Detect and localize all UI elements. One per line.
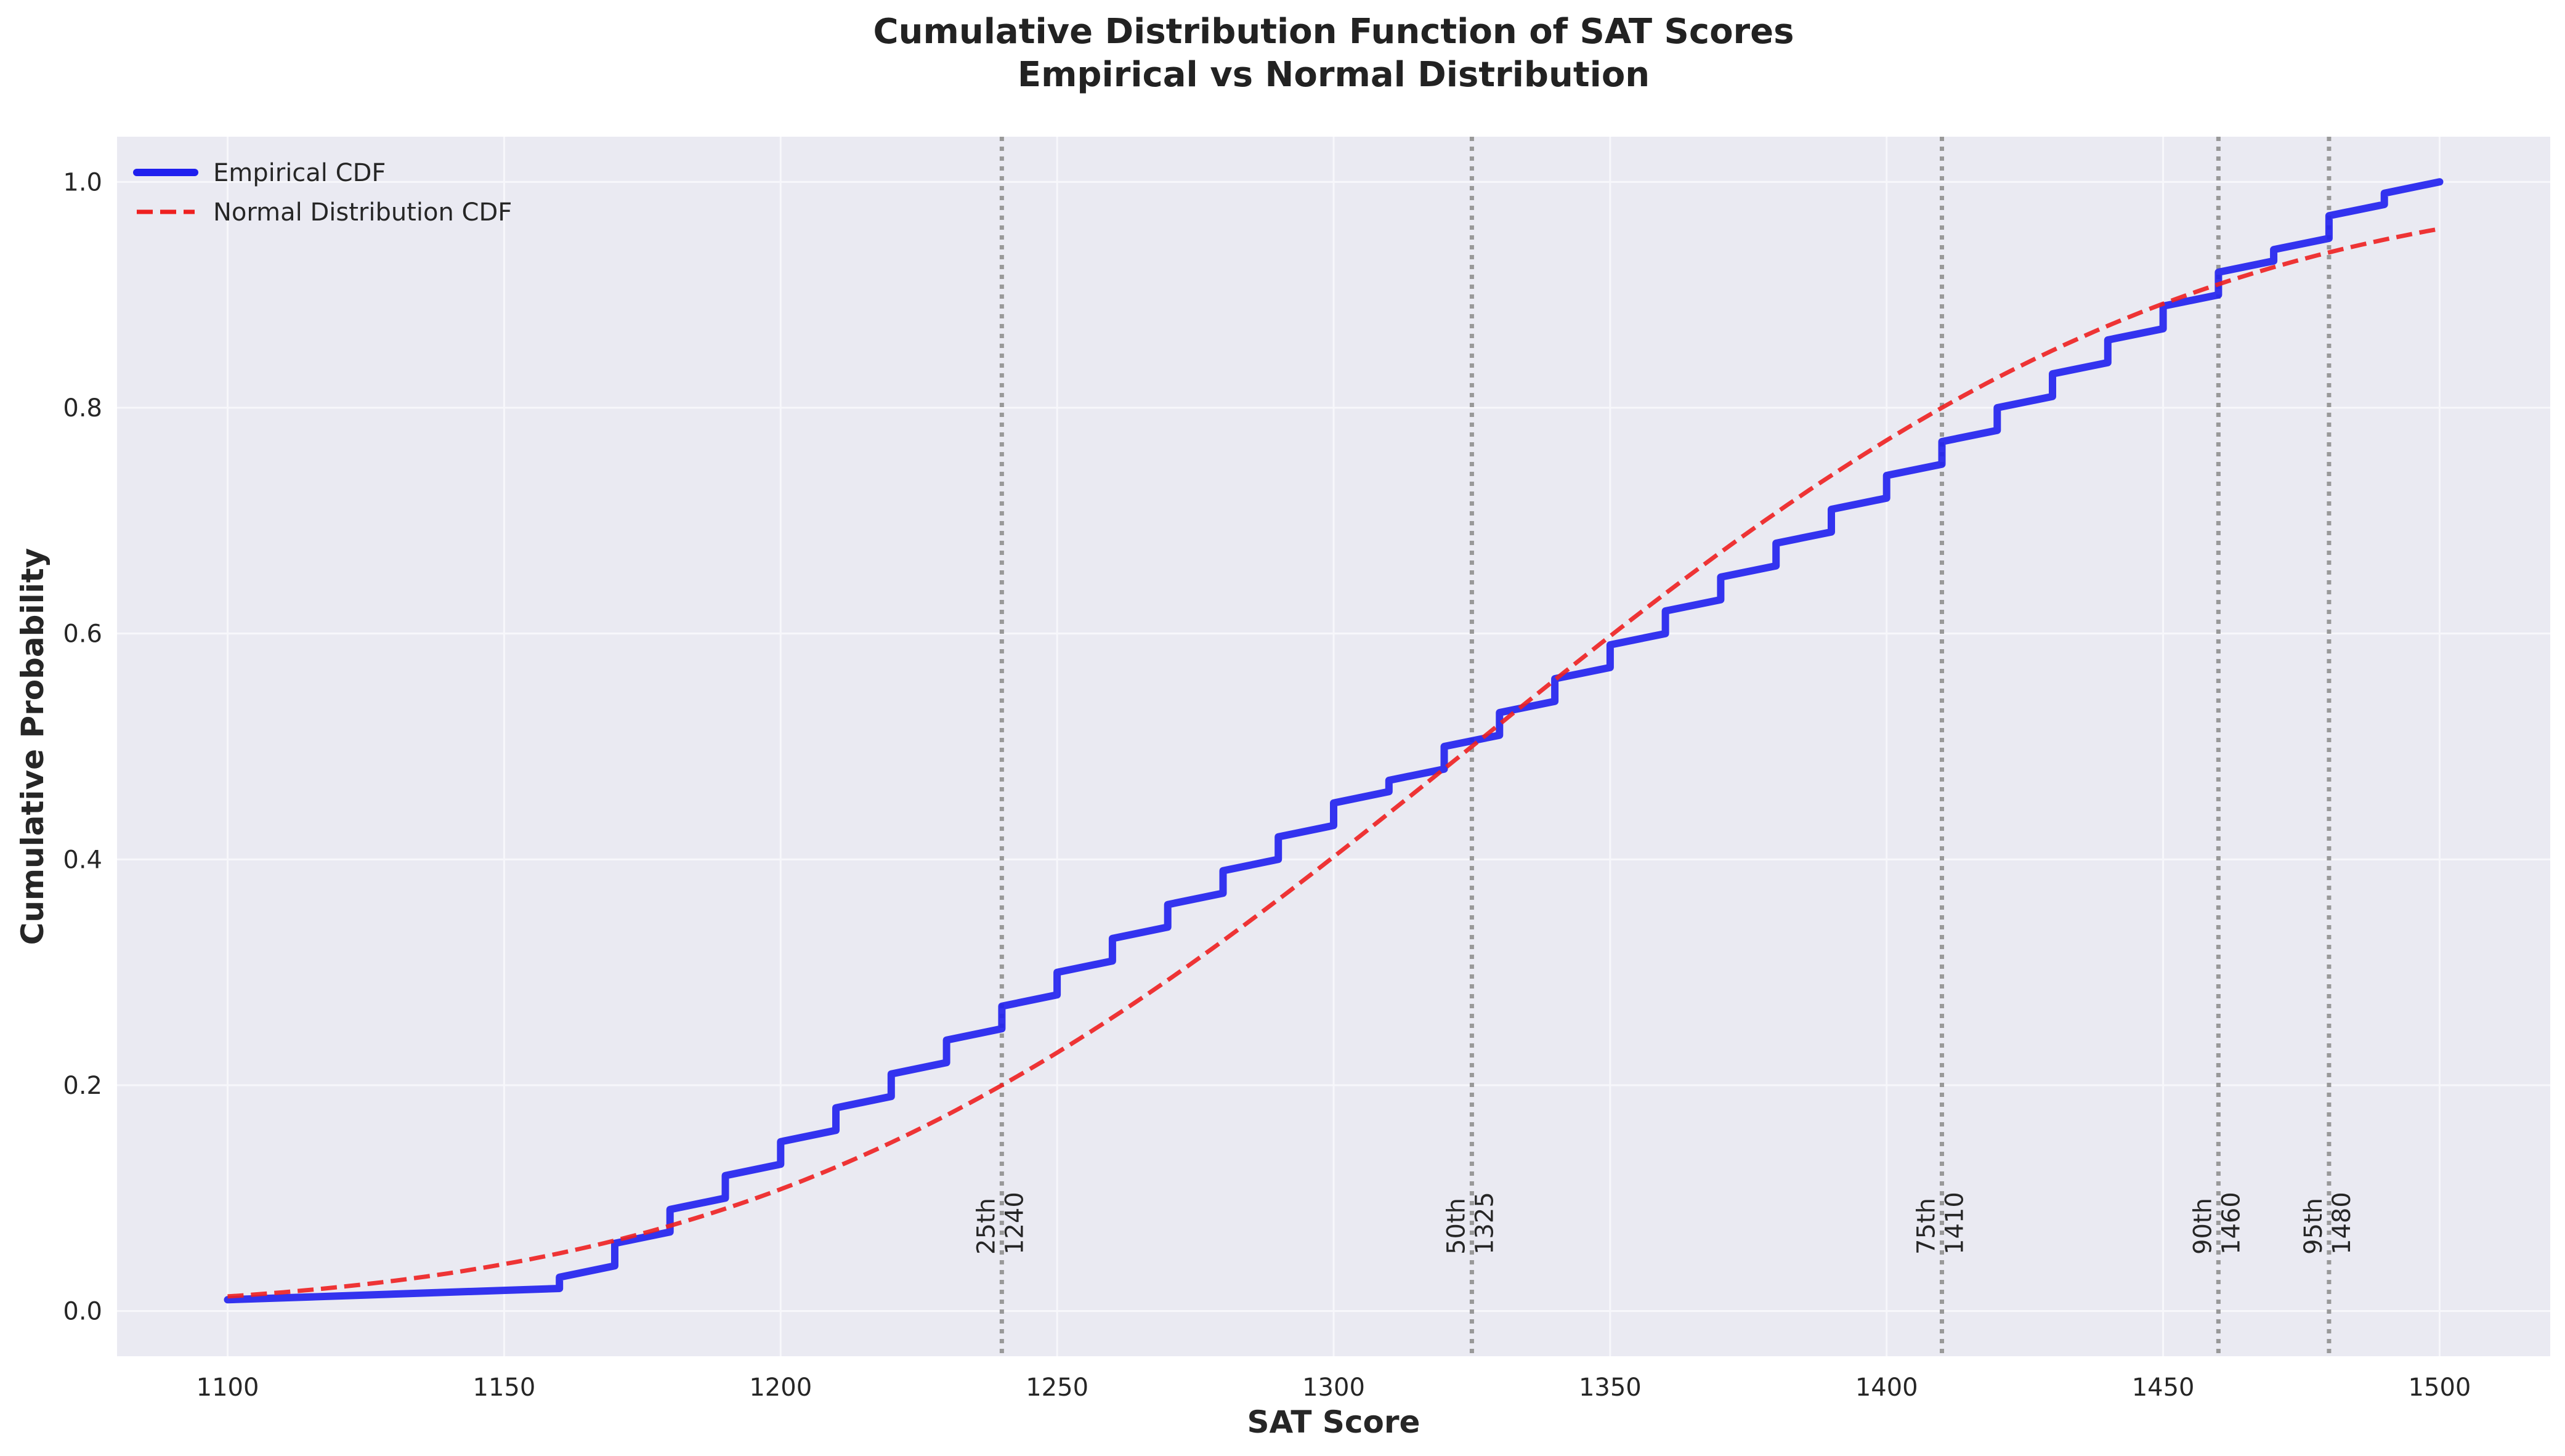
percentile-label: 75th [1913, 1198, 1941, 1255]
y-tick-label: 0.0 [63, 1298, 102, 1326]
y-axis-title: Cumulative Probability [15, 548, 51, 945]
x-tick-label: 1250 [1026, 1373, 1088, 1402]
grid [117, 137, 2550, 1356]
y-tick-label: 0.2 [63, 1072, 102, 1100]
chart-title-line1: Cumulative Distribution Function of SAT … [873, 12, 1794, 52]
x-ticks: 1100 1150 1200 1250 1300 1350 1400 1450 1500 [197, 1373, 2471, 1402]
legend-label-empirical: Empirical CDF [213, 159, 386, 187]
x-tick-label: 1150 [473, 1373, 536, 1402]
percentile-value-label: 1410 [1941, 1192, 1969, 1255]
y-tick-label: 1.0 [63, 168, 102, 196]
x-tick-label: 1400 [1855, 1373, 1918, 1402]
percentile-label: 95th [2300, 1198, 2328, 1255]
percentile-label: 90th [2189, 1198, 2217, 1255]
x-tick-label: 1100 [197, 1373, 259, 1402]
percentile-value-label: 1240 [1000, 1192, 1029, 1255]
percentile-value-label: 1460 [2217, 1192, 2245, 1255]
y-tick-label: 0.8 [63, 394, 102, 423]
y-tick-label: 0.6 [63, 620, 102, 649]
normal-cdf-line [227, 227, 2441, 1299]
chart-title-line2: Empirical vs Normal Distribution [1018, 55, 1650, 95]
percentile-value-label: 1480 [2328, 1192, 2356, 1255]
legend-label-normal: Normal Distribution CDF [213, 198, 512, 227]
x-tick-label: 1300 [1302, 1373, 1365, 1402]
x-tick-label: 1500 [2409, 1373, 2471, 1402]
empirical-cdf-line [224, 178, 2444, 1304]
percentile-value-label: 1325 [1470, 1192, 1499, 1255]
percentile-label: 50th [1442, 1198, 1470, 1255]
legend: Empirical CDF Normal Distribution CDF [133, 159, 512, 227]
y-ticks: 0.0 0.2 0.4 0.6 0.8 1.0 [63, 168, 102, 1325]
percentile-label: 25th [972, 1198, 1000, 1255]
x-axis-title: SAT Score [1247, 1404, 1420, 1440]
x-tick-label: 1350 [1579, 1373, 1642, 1402]
percentile-lines: 25th 1240 50th 1325 75th 1410 90th 1460 95th 1480 [972, 137, 2356, 1356]
y-tick-label: 0.4 [63, 846, 102, 874]
series [224, 178, 2444, 1304]
x-tick-label: 1200 [749, 1373, 812, 1402]
x-tick-label: 1450 [2132, 1373, 2195, 1402]
